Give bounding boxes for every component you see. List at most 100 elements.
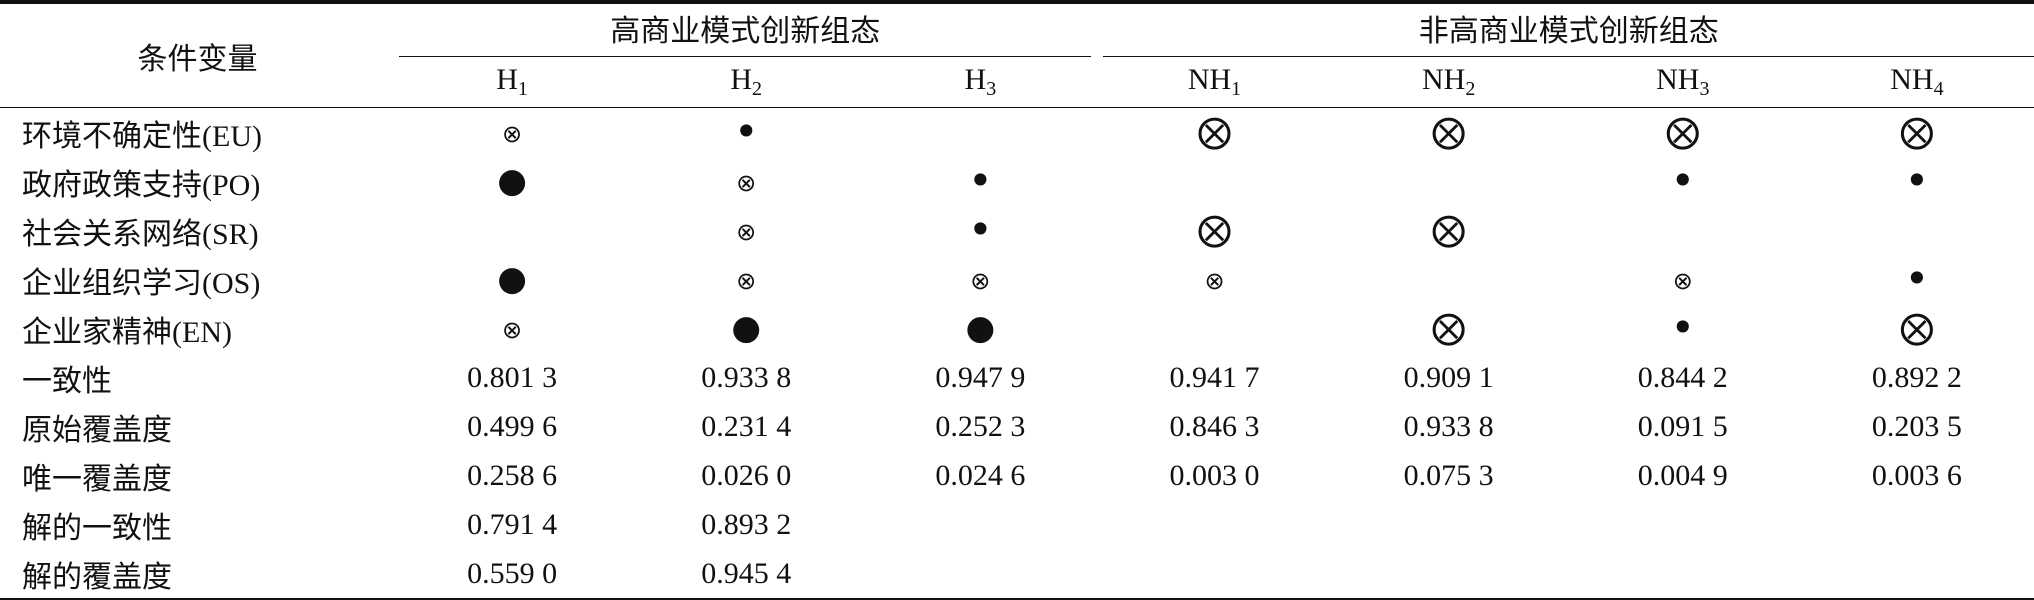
row-label: 唯一覆盖度 <box>22 462 172 496</box>
cell: 0.947 9 <box>863 353 1097 402</box>
column-header: NH1 <box>1097 57 1332 108</box>
cell: • <box>1566 157 1800 206</box>
cell <box>1097 304 1331 353</box>
cell: 0.003 0 <box>1097 451 1331 500</box>
row-label: 社会关系网络(SR) <box>22 217 259 251</box>
data-row: 环境不确定性(EU) ⊗ • ⨂ ⨂ ⨂ ⨂ <box>0 108 2034 158</box>
cell: 0.909 1 <box>1332 353 1566 402</box>
cell <box>395 206 629 255</box>
symbol: ⊗ <box>736 168 757 197</box>
data-row: 企业家精神(EN) ⊗ ● ● ⨂ • ⨂ <box>0 304 2034 353</box>
column-header: NH2 <box>1331 57 1566 108</box>
cell <box>1332 157 1566 206</box>
symbol: ⨂ <box>1665 111 1700 152</box>
cell: ⊗ <box>1566 255 1800 304</box>
cell: 0.003 6 <box>1800 451 2034 500</box>
data-row: 社会关系网络(SR) ⊗ • ⨂ ⨂ <box>0 206 2034 255</box>
data-row: 一致性 0.801 3 0.933 8 0.947 9 0.941 7 0.909 1 0.… <box>0 353 2034 402</box>
cell <box>1097 549 1331 600</box>
cell-value: 0.801 3 <box>467 360 558 394</box>
cell: 0.026 0 <box>629 451 863 500</box>
symbol: • <box>1670 303 1696 352</box>
symbol: ⨂ <box>1431 209 1466 250</box>
column-subscript: 3 <box>1699 78 1710 100</box>
symbol: ⨂ <box>1431 307 1466 348</box>
cell: • <box>629 108 863 158</box>
column-name: NH <box>1187 63 1232 96</box>
symbol: • <box>967 156 993 205</box>
data-row: 企业组织学习(OS) ● ⊗ ⊗ ⊗ ⊗ • <box>0 255 2034 304</box>
cell: 0.024 6 <box>863 451 1097 500</box>
cell <box>1097 157 1331 206</box>
cell: ⊗ <box>863 255 1097 304</box>
cell: ⨂ <box>1332 304 1566 353</box>
cell-value: 0.844 2 <box>1637 360 1728 394</box>
cell-value: 0.909 1 <box>1403 360 1494 394</box>
cell: 0.933 8 <box>1332 402 1566 451</box>
cell: ● <box>395 157 629 206</box>
data-row: 唯一覆盖度 0.258 6 0.026 0 0.024 6 0.003 0 0.075 3… <box>0 451 2034 500</box>
cell: 0.231 4 <box>629 402 863 451</box>
cell: • <box>1800 255 2034 304</box>
cell-value: 0.075 3 <box>1403 458 1494 492</box>
symbol: • <box>1904 156 1930 205</box>
subheader-row: H1 H2 H3 NH1 NH2 NH3 NH4 <box>0 57 2034 108</box>
cell: 0.844 2 <box>1566 353 1800 402</box>
column-name: NH <box>1656 63 1700 96</box>
symbol: ⊗ <box>1204 266 1225 295</box>
column-subscript: 2 <box>1465 78 1476 100</box>
cell-value: 0.258 6 <box>467 458 558 492</box>
cell: ⊗ <box>395 108 629 158</box>
cell: 0.004 9 <box>1566 451 1800 500</box>
column-subscript: 3 <box>986 78 997 100</box>
column-name: H <box>730 63 753 96</box>
row-label: 企业家精神(EN) <box>22 315 232 349</box>
cell: ⊗ <box>1097 255 1331 304</box>
cell: ⨂ <box>1097 206 1331 255</box>
cell-value: 0.945 4 <box>701 556 792 590</box>
column-header: H3 <box>863 57 1098 108</box>
row-label: 一致性 <box>22 364 112 398</box>
cell: ● <box>863 304 1097 353</box>
cell <box>1800 206 2034 255</box>
cell-value: 0.892 2 <box>1871 360 1962 394</box>
cell <box>863 549 1097 600</box>
row-label: 解的覆盖度 <box>22 560 172 594</box>
cell <box>1566 549 1800 600</box>
cell-value: 0.091 5 <box>1637 409 1728 443</box>
column-name: H <box>496 63 518 96</box>
symbol: ⨂ <box>1197 111 1232 152</box>
symbol: ⊗ <box>1672 266 1693 295</box>
data-row: 解的一致性 0.791 4 0.893 2 <box>0 500 2034 549</box>
cell: ⨂ <box>1097 108 1331 158</box>
symbol: ⨂ <box>1431 111 1466 152</box>
cell: 0.933 8 <box>629 353 863 402</box>
cell: 0.091 5 <box>1566 402 1800 451</box>
column-subscript: 1 <box>517 78 528 100</box>
cell: ● <box>629 304 863 353</box>
column-header: NH4 <box>1799 57 2034 108</box>
cell-value: 0.846 3 <box>1169 409 1260 443</box>
column-subscript: 4 <box>1933 78 1944 100</box>
cell: 0.941 7 <box>1097 353 1331 402</box>
symbol: ● <box>731 307 762 348</box>
group-header: 非高商业模式创新组态 <box>1097 2 2034 57</box>
cell: 0.252 3 <box>863 402 1097 451</box>
row-label: 原始覆盖度 <box>22 413 172 447</box>
cell <box>1566 500 1800 549</box>
column-header: H2 <box>629 57 864 108</box>
symbol: ⊗ <box>736 217 757 246</box>
symbol: • <box>967 205 993 254</box>
symbol: ⊗ <box>970 266 991 295</box>
cell: ⨂ <box>1800 108 2034 158</box>
cell: ⨂ <box>1566 108 1800 158</box>
cell: 0.203 5 <box>1800 402 2034 451</box>
cell <box>1332 549 1566 600</box>
cell: ⨂ <box>1800 304 2034 353</box>
cell: ⨂ <box>1332 108 1566 158</box>
cell: 0.075 3 <box>1332 451 1566 500</box>
cell-value: 0.024 6 <box>935 458 1026 492</box>
symbol: ⊗ <box>736 266 757 295</box>
row-label: 政府政策支持(PO) <box>22 168 261 202</box>
symbol: ⊗ <box>502 119 523 148</box>
